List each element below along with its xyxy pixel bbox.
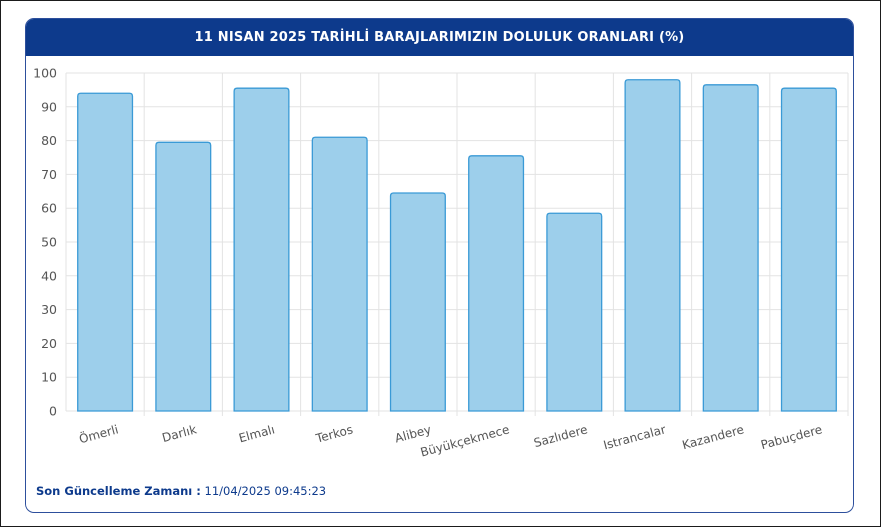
y-tick-label: 50 xyxy=(41,235,57,250)
y-axis-ticks: 0 10 20 30 40 50 60 70 80 90 100 xyxy=(33,66,57,419)
x-tick-label: Pabuçdere xyxy=(759,422,823,452)
bar-pabuçdere xyxy=(780,87,837,412)
x-axis-labels: Ömerli Darlık Elmalı Terkos AlibeyBüyükçekme… xyxy=(77,420,824,459)
x-tick-label: Alibey xyxy=(393,422,432,445)
bar-büyükçekmece xyxy=(468,155,525,412)
y-tick-label: 20 xyxy=(41,336,57,351)
bar-kazandere xyxy=(702,84,759,412)
last-updated: Son Güncelleme Zamanı : 11/04/2025 09:45… xyxy=(36,484,326,498)
y-tick-label: 100 xyxy=(33,66,57,81)
x-tick-label: Sazlıdere xyxy=(532,422,589,450)
bar-terkos xyxy=(311,136,368,412)
x-tick-label: Terkos xyxy=(313,422,354,446)
bars xyxy=(77,79,837,412)
bar-elmalı xyxy=(233,87,290,412)
x-tick-label: Ömerli xyxy=(77,420,120,446)
y-tick-label: 90 xyxy=(41,99,57,114)
x-tick-label: Kazandere xyxy=(681,422,746,452)
y-tick-label: 40 xyxy=(41,268,57,283)
y-tick-label: 70 xyxy=(41,167,57,182)
last-updated-label: Son Güncelleme Zamanı : xyxy=(36,484,201,498)
last-updated-value: 11/04/2025 09:45:23 xyxy=(204,484,327,498)
dam-occupancy-bar-chart: 0 10 20 30 40 50 60 70 80 90 100 Ömerli Darlık Elmal… xyxy=(33,66,849,460)
y-tick-label: 0 xyxy=(49,404,57,419)
y-tick-label: 30 xyxy=(41,302,57,317)
y-tick-label: 60 xyxy=(41,201,57,216)
x-tick-label: Elmalı xyxy=(237,422,276,445)
bar-darlık xyxy=(155,141,212,412)
chart-title: 11 NISAN 2025 TARİHLİ BARAJLARIMIZIN DOL… xyxy=(26,19,853,56)
x-tick-label: Istrancalar xyxy=(602,422,667,452)
x-tick-label: Darlık xyxy=(160,422,198,445)
y-tick-label: 10 xyxy=(41,370,57,385)
chart-card: 11 NISAN 2025 TARİHLİ BARAJLARIMIZIN DOL… xyxy=(25,18,854,513)
bar-sazlıdere xyxy=(546,212,603,412)
bar-ömerli xyxy=(77,92,134,412)
y-tick-label: 80 xyxy=(41,133,57,148)
x-tick-label: Büyükçekmece xyxy=(419,422,511,459)
bar-alibey xyxy=(389,192,446,412)
bar-istrancalar xyxy=(624,79,681,412)
